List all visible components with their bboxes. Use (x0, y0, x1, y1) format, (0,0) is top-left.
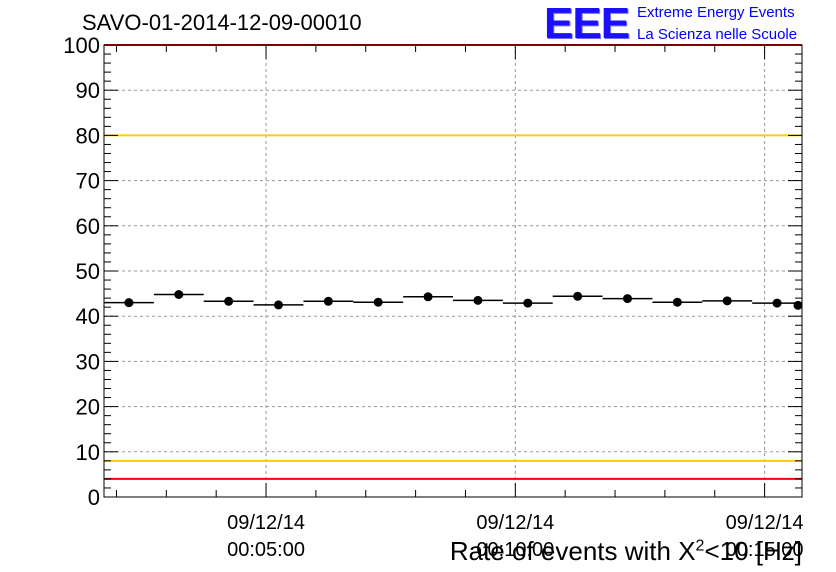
x-tick-labels: 09/12/14 00:05:00 09/12/14 00:10:00 09/12/14… (227, 512, 803, 561)
data-point (772, 298, 782, 308)
data-point (323, 296, 333, 306)
x-tick-label-time: 00:05:00 (227, 539, 305, 561)
data-point (523, 298, 533, 308)
data-point (623, 294, 632, 304)
data-points (104, 290, 803, 310)
y-tick-label: 30 (76, 349, 100, 374)
axis-ticks (104, 44, 802, 498)
y-tick-label: 20 (76, 395, 100, 420)
y-tick-label: 10 (76, 440, 100, 465)
x-tick-label-time: 00:10:00 (476, 539, 554, 561)
eee-logo-mark: EEE (544, 0, 630, 48)
data-point (373, 297, 383, 307)
y-tick-label: 60 (76, 214, 100, 239)
data-point (224, 296, 234, 306)
y-tick-label: 0 (88, 485, 100, 510)
data-point (672, 297, 682, 307)
reference-lines (104, 44, 802, 480)
y-tick-label: 40 (76, 304, 100, 329)
y-tick-label: 70 (76, 169, 100, 194)
y-tick-label: 50 (76, 259, 100, 284)
y-tick-label: 90 (76, 78, 100, 103)
chart-title: SAVO-01-2014-12-09-00010 (82, 10, 362, 35)
data-point (722, 296, 732, 306)
x-axis-title-chi: X (678, 536, 696, 566)
data-point (573, 291, 583, 301)
data-point (473, 295, 483, 305)
x-axis-title-sup: 2 (695, 537, 705, 555)
x-axis-title-pre: Rate of events with (449, 536, 679, 566)
x-axis-title: Rate of events with X2<10 [Hz] (450, 536, 802, 567)
x-tick-label-date: 09/12/14 (227, 512, 305, 534)
x-tick-label-time: 00:15:00 (726, 539, 804, 561)
data-point (274, 300, 283, 310)
data-point (174, 290, 184, 300)
x-tick-label-date: 09/12/14 (726, 512, 804, 534)
data-point (124, 298, 134, 308)
data-point (423, 292, 433, 302)
y-tick-label: 80 (76, 123, 100, 148)
y-tick-labels: 0 10 20 30 40 50 60 70 80 90 100 (63, 33, 100, 510)
data-point (793, 300, 803, 310)
logo-line-1: Extreme Energy Events (637, 4, 795, 21)
grid (104, 45, 802, 497)
logo-line-2: La Scienza nelle Scuole (637, 26, 798, 43)
x-axis-title-post: <10 [Hz] (704, 536, 802, 566)
y-tick-label: 100 (63, 33, 100, 58)
x-tick-label-date: 09/12/14 (476, 512, 554, 534)
